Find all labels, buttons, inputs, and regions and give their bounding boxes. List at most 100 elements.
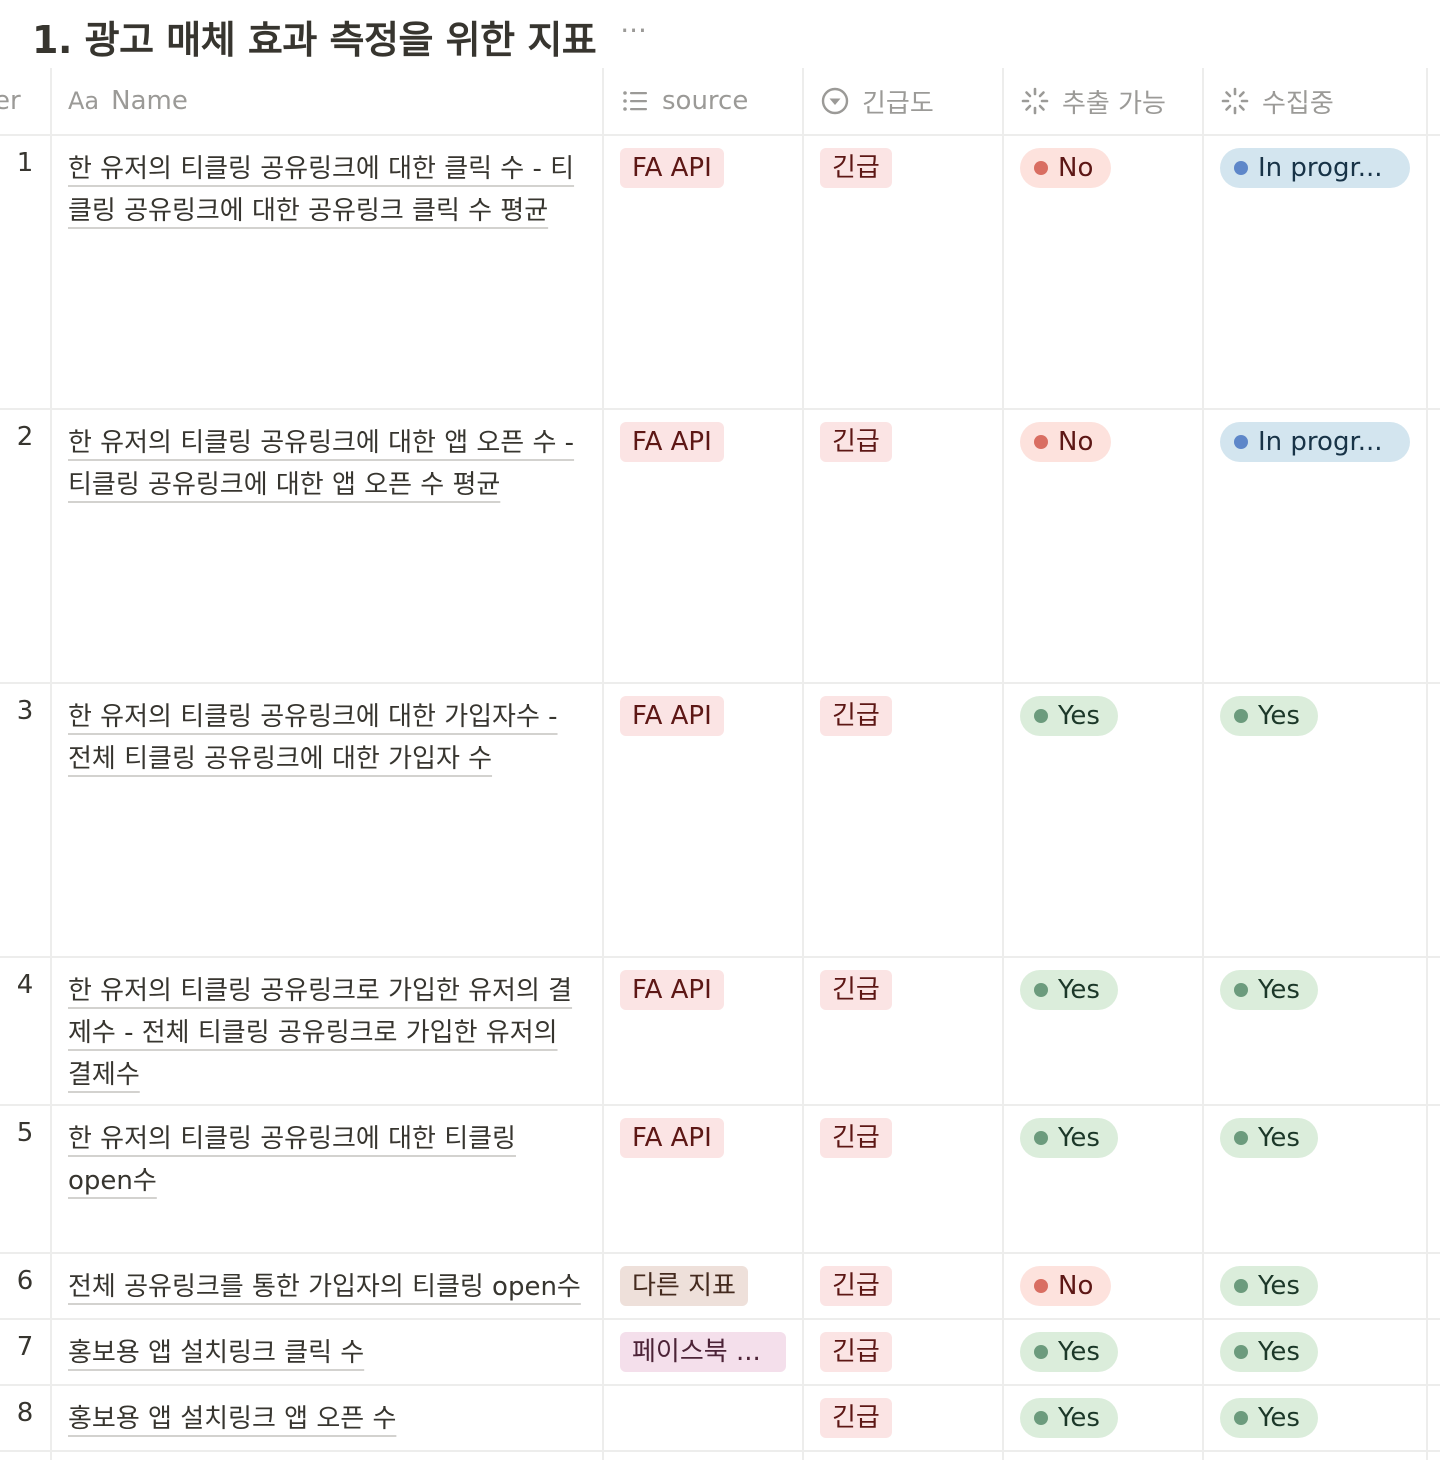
row-number-cell: 7 (0, 1320, 52, 1384)
column-header-number[interactable]: er (0, 68, 52, 134)
urgency-cell[interactable]: 긴급 (804, 1320, 1004, 1384)
collecting-status: In progr... (1220, 148, 1410, 188)
source-cell[interactable]: FA API (604, 958, 804, 1104)
extractable-status-label: No (1058, 153, 1094, 183)
column-header-collecting[interactable]: 수집중 (1204, 68, 1428, 134)
name-cell[interactable]: 전체 공유링크를 통한 가입자의 티클링 open수 (52, 1254, 604, 1318)
source-cell[interactable]: 페이스북 ... (604, 1320, 804, 1384)
source-cell[interactable]: FA API (604, 410, 804, 682)
collecting-cell[interactable]: In progr... (1204, 410, 1428, 682)
row-number-cell (0, 1452, 52, 1460)
table-row[interactable]: 4 한 유저의 티클링 공유링크로 가입한 유저의 결제수 - 전체 티클링 공… (0, 958, 1440, 1106)
row-name-link[interactable]: 한 유저의 티클링 공유링크에 대한 가입자수 - 전체 티클링 공유링크에 대… (68, 702, 558, 774)
more-options-icon[interactable]: ··· (620, 14, 647, 47)
column-header-urgency[interactable]: 긴급도 (804, 68, 1004, 134)
urgency-cell[interactable]: 긴급 (804, 1106, 1004, 1252)
urgency-cell[interactable]: 긴급 (804, 136, 1004, 408)
table-row[interactable]: 3 한 유저의 티클링 공유링크에 대한 가입자수 - 전체 티클링 공유링크에… (0, 684, 1440, 958)
table-row[interactable]: 8 홍보용 앱 설치링크 앱 오픈 수 긴급 Yes Yes (0, 1386, 1440, 1452)
name-cell (52, 1452, 604, 1460)
name-cell[interactable]: 한 유저의 티클링 공유링크로 가입한 유저의 결제수 - 전체 티클링 공유링… (52, 958, 604, 1104)
row-number: 6 (16, 1266, 34, 1296)
column-header-name[interactable]: Aa Name (52, 68, 604, 134)
row-name-link[interactable]: 전체 공유링크를 통한 가입자의 티클링 open수 (68, 1272, 581, 1302)
extractable-cell[interactable]: Yes (1004, 684, 1204, 956)
status-dot-icon (1234, 1345, 1248, 1359)
row-name-link[interactable]: 한 유저의 티클링 공유링크에 대한 앱 오픈 수 - 티클링 공유링크에 대한… (68, 428, 575, 500)
extractable-cell[interactable]: Yes (1004, 1320, 1204, 1384)
collecting-cell[interactable]: Yes (1204, 1254, 1428, 1318)
extractable-status-label: No (1058, 427, 1094, 457)
extractable-status-label: Yes (1058, 1123, 1100, 1153)
row-name-link[interactable]: 한 유저의 티클링 공유링크로 가입한 유저의 결제수 - 전체 티클링 공유링… (68, 976, 573, 1090)
row-name-link[interactable]: 홍보용 앱 설치링크 클릭 수 (68, 1338, 365, 1368)
source-cell[interactable]: FA API (604, 1106, 804, 1252)
table-row[interactable]: 7 홍보용 앱 설치링크 클릭 수 페이스북 ... 긴급 Yes Yes (0, 1320, 1440, 1386)
collecting-cell[interactable]: Yes (1204, 684, 1428, 956)
source-cell[interactable]: FA API (604, 684, 804, 956)
row-name-link[interactable]: 한 유저의 티클링 공유링크에 대한 티클링 open수 (68, 1124, 516, 1196)
database-title[interactable]: 1. 광고 매체 효과 측정을 위한 지표 (32, 17, 597, 62)
table-row[interactable]: 2 한 유저의 티클링 공유링크에 대한 앱 오픈 수 - 티클링 공유링크에 … (0, 410, 1440, 684)
extractable-status-label: No (1058, 1271, 1094, 1301)
source-cell[interactable] (604, 1386, 804, 1450)
collecting-cell[interactable]: Yes (1204, 1320, 1428, 1384)
name-cell[interactable]: 한 유저의 티클링 공유링크에 대한 앱 오픈 수 - 티클링 공유링크에 대한… (52, 410, 604, 682)
status-spinner-icon (1021, 87, 1049, 115)
row-name-link[interactable]: 홍보용 앱 설치링크 앱 오픈 수 (68, 1404, 397, 1434)
row-number: 8 (16, 1398, 34, 1428)
source-tag: 다른 지표 (620, 1266, 748, 1306)
source-tag: FA API (620, 696, 724, 736)
collecting-status-label: Yes (1258, 1337, 1300, 1367)
status-dot-icon (1234, 1131, 1248, 1145)
name-cell[interactable]: 한 유저의 티클링 공유링크에 대한 티클링 open수 (52, 1106, 604, 1252)
urgency-cell[interactable]: 긴급 (804, 1386, 1004, 1450)
column-header-collecting-label: 수집중 (1262, 88, 1334, 119)
source-cell[interactable]: FA API (604, 136, 804, 408)
urgency-tag: 긴급 (820, 148, 892, 188)
column-header-extractable[interactable]: 추출 가능 (1004, 68, 1204, 134)
name-cell[interactable]: 한 유저의 티클링 공유링크에 대한 클릭 수 - 티클링 공유링크에 대한 공… (52, 136, 604, 408)
extractable-status-label: Yes (1058, 1337, 1100, 1367)
urgency-tag: 긴급 (820, 1398, 892, 1438)
extractable-cell[interactable]: No (1004, 410, 1204, 682)
extractable-cell[interactable]: Yes (1004, 1386, 1204, 1450)
urgency-cell[interactable]: 긴급 (804, 684, 1004, 956)
collecting-status-label: In progr... (1258, 427, 1383, 457)
status-dot-icon (1034, 709, 1048, 723)
status-dot-icon (1034, 1411, 1048, 1425)
column-header-source[interactable]: source (604, 68, 804, 134)
table-row[interactable]: 5 한 유저의 티클링 공유링크에 대한 티클링 open수 FA API 긴급… (0, 1106, 1440, 1254)
extractable-status: No (1020, 1266, 1112, 1306)
collecting-cell[interactable]: Yes (1204, 1106, 1428, 1252)
urgency-cell[interactable]: 긴급 (804, 958, 1004, 1104)
row-number-cell: 6 (0, 1254, 52, 1318)
urgency-cell (804, 1452, 1004, 1460)
row-name-link[interactable]: 한 유저의 티클링 공유링크에 대한 클릭 수 - 티클링 공유링크에 대한 공… (68, 154, 575, 226)
table-row[interactable]: 1 한 유저의 티클링 공유링크에 대한 클릭 수 - 티클링 공유링크에 대한… (0, 136, 1440, 410)
name-cell[interactable]: 홍보용 앱 설치링크 앱 오픈 수 (52, 1386, 604, 1450)
extractable-status: Yes (1020, 1118, 1118, 1158)
table-row[interactable]: 6 전체 공유링크를 통한 가입자의 티클링 open수 다른 지표 긴급 No… (0, 1254, 1440, 1320)
urgency-cell[interactable]: 긴급 (804, 1254, 1004, 1318)
collecting-cell[interactable]: Yes (1204, 1386, 1428, 1450)
column-header-source-label: source (662, 86, 749, 116)
extractable-status-label: Yes (1058, 701, 1100, 731)
row-number-cell: 2 (0, 410, 52, 682)
collecting-cell[interactable]: In progr... (1204, 136, 1428, 408)
extractable-cell[interactable]: No (1004, 136, 1204, 408)
collecting-cell[interactable]: Yes (1204, 958, 1428, 1104)
urgency-cell[interactable]: 긴급 (804, 410, 1004, 682)
name-cell[interactable]: 한 유저의 티클링 공유링크에 대한 가입자수 - 전체 티클링 공유링크에 대… (52, 684, 604, 956)
extractable-status: No (1020, 422, 1112, 462)
collecting-status: Yes (1220, 1266, 1318, 1306)
status-dot-icon (1234, 983, 1248, 997)
extractable-cell[interactable]: Yes (1004, 1106, 1204, 1252)
name-cell[interactable]: 홍보용 앱 설치링크 클릭 수 (52, 1320, 604, 1384)
status-dot-icon (1234, 1279, 1248, 1293)
source-cell[interactable]: 다른 지표 (604, 1254, 804, 1318)
extractable-cell[interactable]: No (1004, 1254, 1204, 1318)
extractable-cell[interactable]: Yes (1004, 958, 1204, 1104)
urgency-tag: 긴급 (820, 696, 892, 736)
